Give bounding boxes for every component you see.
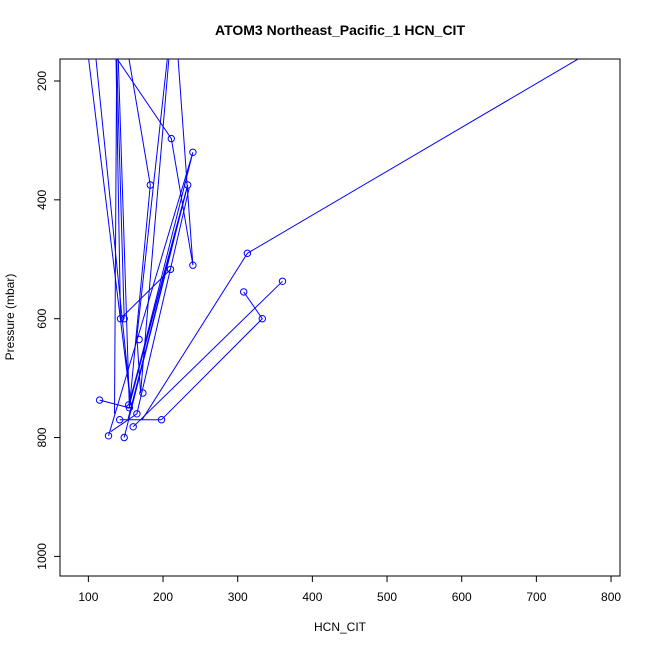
data-point [258,315,266,323]
data-point [243,249,252,258]
data-point [135,335,143,344]
series-line [123,184,189,438]
series-line [99,399,130,409]
x-tick-label: 500 [377,590,397,604]
y-tick-label: 800 [35,427,49,447]
data-point [240,288,248,296]
series-line [108,152,194,436]
data-point [167,134,176,143]
y-tick-label: 200 [35,71,49,91]
data-point [166,265,175,274]
series-line [117,59,151,408]
data-point [157,416,166,424]
series-line [110,413,138,433]
data-point [95,396,104,404]
data-point [129,423,137,431]
x-tick-label: 400 [302,590,322,604]
y-axis-label: Pressure (mbar) [3,274,17,361]
data-point [184,181,192,189]
data-point [146,181,155,189]
y-tick-label: 1000 [35,543,49,570]
data-point [139,389,147,397]
series-line [136,187,190,414]
data-point [189,148,197,157]
points-layer [95,134,287,442]
series-line [132,280,283,428]
series-line [116,59,194,266]
series-line [114,59,125,414]
data-point [133,410,141,418]
data-point [125,401,133,409]
x-axis-label: HCN_CIT [314,620,367,634]
series-line [136,59,170,394]
plot-frame [59,58,621,577]
data-point [120,433,128,442]
x-tick-label: 100 [78,590,98,604]
y-tick-label: 600 [35,308,49,328]
x-tick-label: 700 [526,590,546,604]
x-tick-label: 200 [153,590,173,604]
data-point [116,416,124,424]
x-tick-label: 600 [452,590,472,604]
series-line [141,59,580,420]
series-line [161,291,263,421]
chart-title: ATOM3 Northeast_Pacific_1 HCN_CIT [215,22,465,38]
x-axis: 100 200 300 400 500 600 700 800 [78,576,621,604]
data-point [125,404,134,412]
series-line [88,59,132,405]
data-point [189,261,197,269]
y-axis: 200 400 600 800 1000 [35,71,60,570]
y-tick-label: 400 [35,190,49,210]
data-point [104,432,113,440]
series-layer [88,59,580,438]
data-point [278,277,287,285]
data-point [120,315,128,323]
x-tick-label: 300 [228,590,248,604]
x-tick-label: 800 [601,590,621,604]
data-point [116,315,125,323]
